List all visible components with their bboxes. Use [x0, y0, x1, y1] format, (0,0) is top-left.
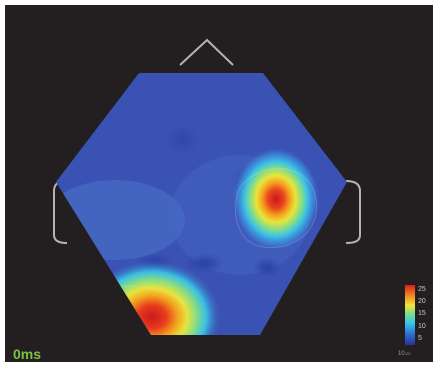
- colorbar-tick: 10: [418, 323, 426, 330]
- brain-map-panel: 25 20 15 10 5 10-20 0ms: [5, 5, 433, 362]
- right-ear-outline-icon: [345, 180, 361, 244]
- colorbar-tick: 20: [418, 298, 426, 305]
- exponent-power: -20: [404, 351, 411, 356]
- colorbar: [405, 285, 415, 345]
- nose-outline-icon: [179, 38, 234, 66]
- time-label: 0ms: [13, 346, 42, 362]
- colorbar-tick: 25: [418, 286, 426, 293]
- exponent-base: 10: [398, 351, 405, 357]
- topographic-map: [53, 38, 415, 345]
- colorbar-tick: 15: [418, 310, 426, 317]
- head-activity-map: [56, 73, 347, 335]
- colorbar-tick: 5: [418, 335, 422, 342]
- right-hotspot: [232, 147, 320, 251]
- colorbar-exponent: 10-20: [398, 350, 410, 358]
